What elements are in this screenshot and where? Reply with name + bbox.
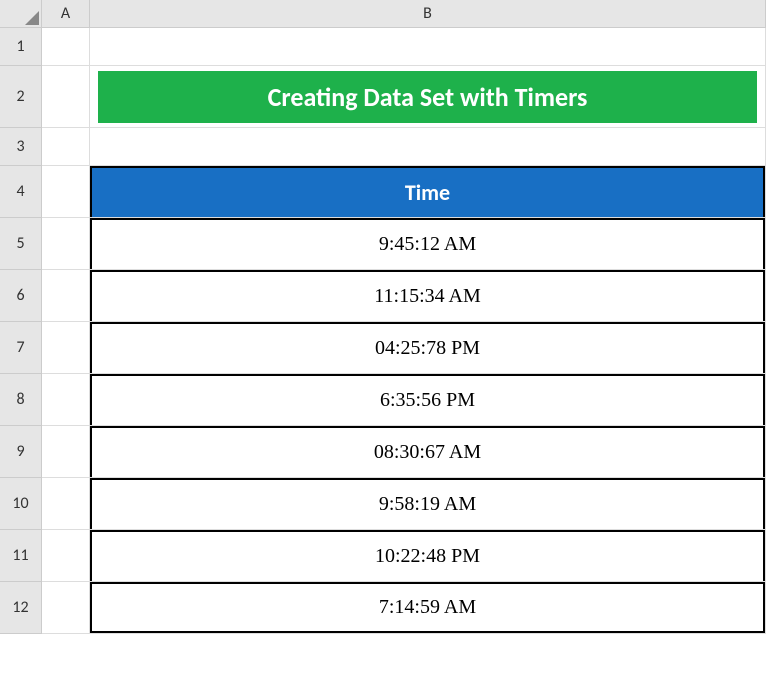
row-header-12[interactable]: 12 bbox=[0, 582, 42, 634]
cell-b5[interactable]: 9:45:12 AM bbox=[90, 218, 766, 270]
time-value: 9:45:12 AM bbox=[90, 218, 765, 269]
select-all-triangle-icon bbox=[25, 11, 39, 25]
cell-a10[interactable] bbox=[42, 478, 90, 530]
row-header-3[interactable]: 3 bbox=[0, 128, 42, 166]
cell-b12[interactable]: 7:14:59 AM bbox=[90, 582, 766, 634]
time-value: 9:58:19 AM bbox=[90, 478, 765, 529]
cell-b7[interactable]: 04:25:78 PM bbox=[90, 322, 766, 374]
time-value: 6:35:56 PM bbox=[90, 374, 765, 425]
row-header-6[interactable]: 6 bbox=[0, 270, 42, 322]
select-all-corner[interactable] bbox=[0, 0, 42, 28]
row-header-7[interactable]: 7 bbox=[0, 322, 42, 374]
cell-a5[interactable] bbox=[42, 218, 90, 270]
row-header-11[interactable]: 11 bbox=[0, 530, 42, 582]
cell-a1[interactable] bbox=[42, 28, 90, 66]
table-header: Time bbox=[90, 166, 765, 217]
time-value: 10:22:48 PM bbox=[90, 530, 765, 581]
cell-b11[interactable]: 10:22:48 PM bbox=[90, 530, 766, 582]
cell-a9[interactable] bbox=[42, 426, 90, 478]
cell-a12[interactable] bbox=[42, 582, 90, 634]
cell-b1[interactable] bbox=[90, 28, 766, 66]
row-header-1[interactable]: 1 bbox=[0, 28, 42, 66]
time-value: 08:30:67 AM bbox=[90, 426, 765, 477]
row-header-10[interactable]: 10 bbox=[0, 478, 42, 530]
cell-b10[interactable]: 9:58:19 AM bbox=[90, 478, 766, 530]
row-header-9[interactable]: 9 bbox=[0, 426, 42, 478]
cell-a6[interactable] bbox=[42, 270, 90, 322]
cell-a8[interactable] bbox=[42, 374, 90, 426]
spreadsheet-grid: A B 1 2 Creating Data Set with Timers 3 … bbox=[0, 0, 767, 634]
title-banner: Creating Data Set with Timers bbox=[98, 71, 757, 123]
cell-b9[interactable]: 08:30:67 AM bbox=[90, 426, 766, 478]
row-header-8[interactable]: 8 bbox=[0, 374, 42, 426]
column-header-a[interactable]: A bbox=[42, 0, 90, 28]
cell-a3[interactable] bbox=[42, 128, 90, 166]
cell-a7[interactable] bbox=[42, 322, 90, 374]
time-value: 7:14:59 AM bbox=[90, 582, 765, 633]
cell-a4[interactable] bbox=[42, 166, 90, 218]
cell-b3[interactable] bbox=[90, 128, 766, 166]
cell-a2[interactable] bbox=[42, 66, 90, 128]
cell-b4[interactable]: Time bbox=[90, 166, 766, 218]
time-value: 04:25:78 PM bbox=[90, 322, 765, 373]
time-value: 11:15:34 AM bbox=[90, 270, 765, 321]
cell-b2[interactable]: Creating Data Set with Timers bbox=[90, 66, 766, 128]
column-header-b[interactable]: B bbox=[90, 0, 766, 28]
cell-a11[interactable] bbox=[42, 530, 90, 582]
cell-b8[interactable]: 6:35:56 PM bbox=[90, 374, 766, 426]
cell-b6[interactable]: 11:15:34 AM bbox=[90, 270, 766, 322]
row-header-5[interactable]: 5 bbox=[0, 218, 42, 270]
row-header-4[interactable]: 4 bbox=[0, 166, 42, 218]
row-header-2[interactable]: 2 bbox=[0, 66, 42, 128]
